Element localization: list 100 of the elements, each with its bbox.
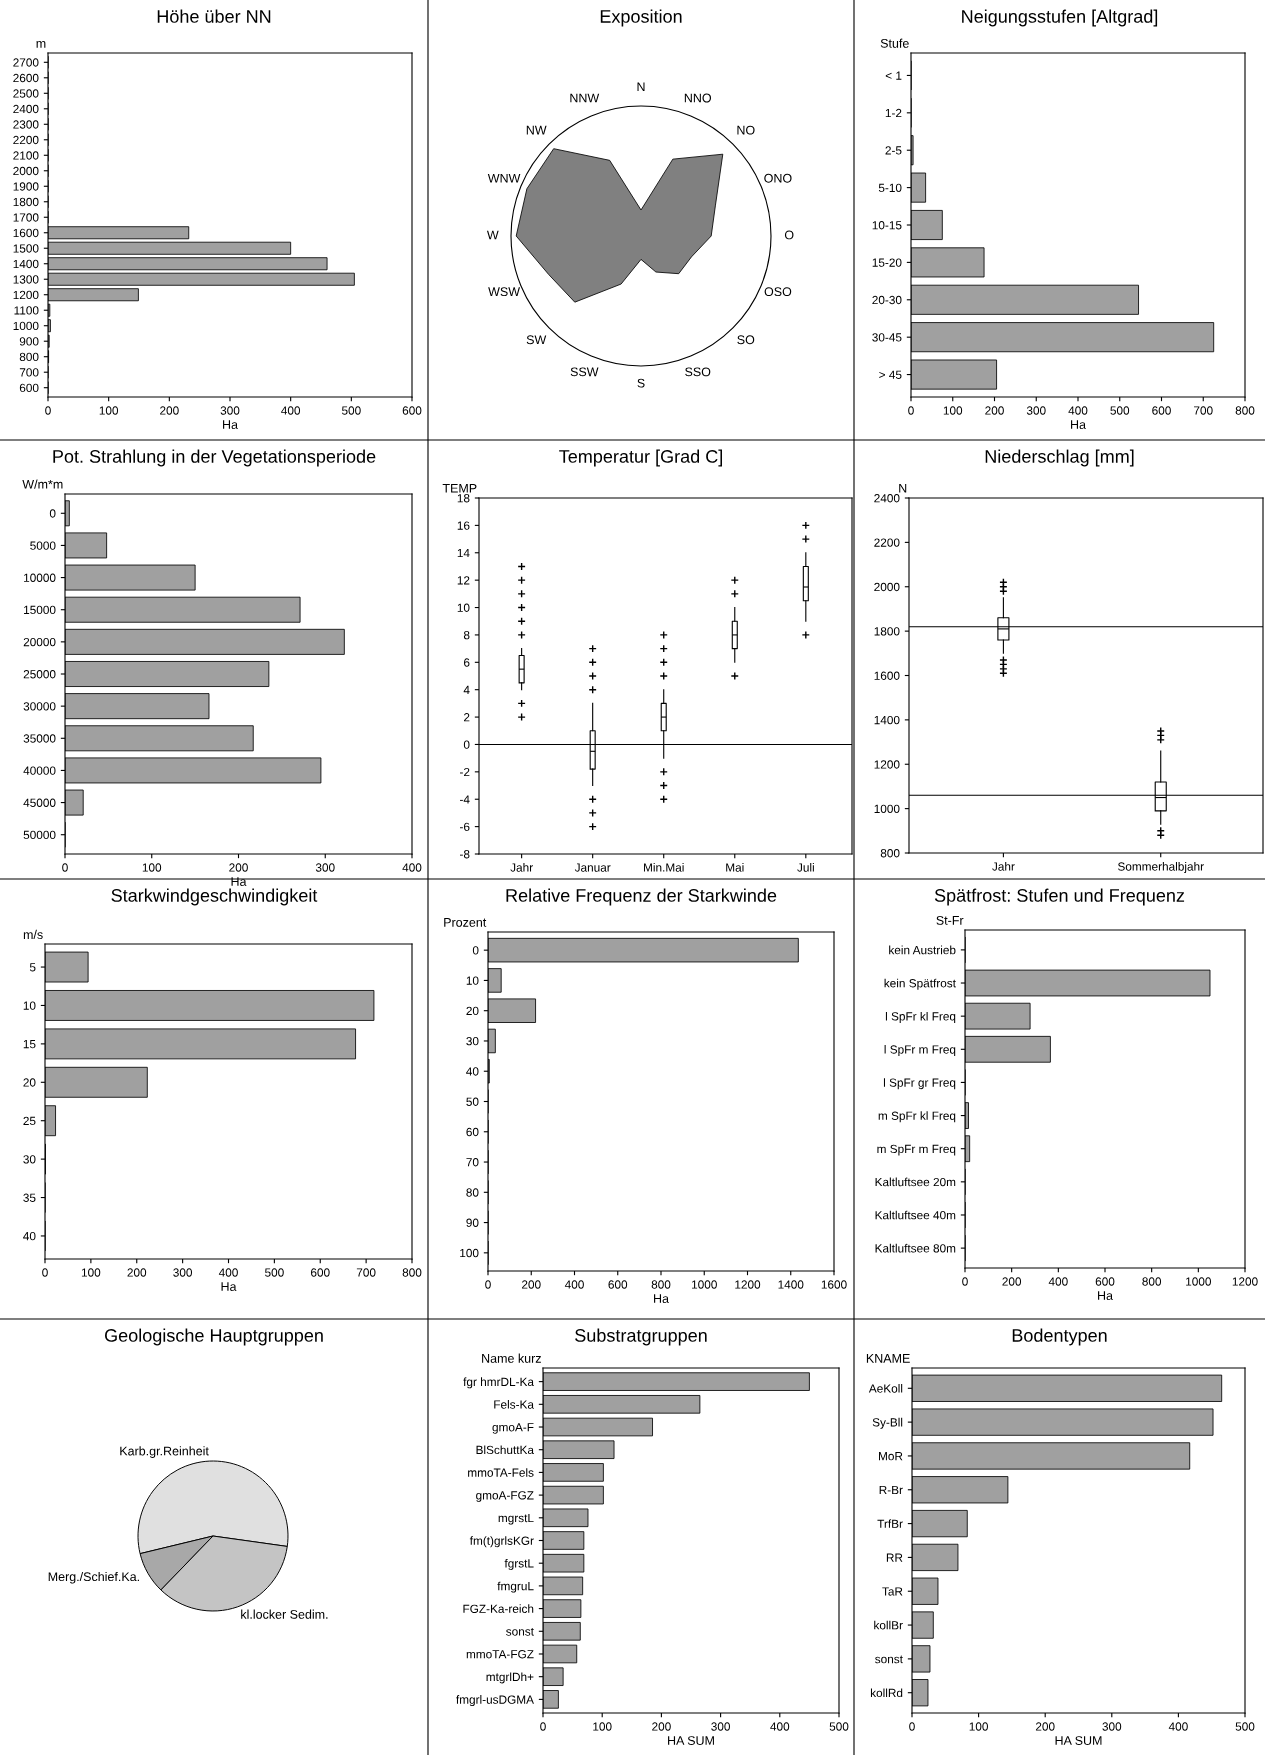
y-tick-label: 18 <box>457 494 470 503</box>
chart-title: Höhe über NN <box>157 9 271 23</box>
y-tick-label: 4 <box>463 685 470 694</box>
spoke-label: WSW <box>488 287 520 297</box>
x-tick-label: Juli <box>797 863 814 872</box>
x-tick-label: 600 <box>1095 1277 1115 1286</box>
x-tick-label: 400 <box>1048 1277 1068 1286</box>
y-tick-label: 5000 <box>30 541 56 550</box>
y-tick-label: 1500 <box>13 244 39 253</box>
x-tick-label: 500 <box>1110 406 1130 415</box>
y-tick-label: 25000 <box>23 670 56 679</box>
y-tick-label: 30 <box>466 1037 479 1046</box>
y-tick-label: 1000 <box>874 804 900 814</box>
y-tick-label: 1600 <box>874 671 900 680</box>
y-tick-label: 20000 <box>23 637 56 647</box>
x-tick-label: 0 <box>540 1722 546 1731</box>
y-tick-label: 5-10 <box>878 183 902 192</box>
y-tick-label: 800 <box>19 352 39 362</box>
y-tick-label: fgr hmrDL-Ka <box>463 1377 534 1389</box>
x-tick-label: 300 <box>1102 1722 1122 1731</box>
y-tick-label: m SpFr m Freq <box>877 1144 956 1156</box>
chart-title: Exposition <box>600 9 682 27</box>
x-axis-title: Ha <box>231 877 247 886</box>
spoke-label: O <box>784 230 794 240</box>
y-tick-label: 2300 <box>13 120 39 129</box>
chart-title: Geologische Hauptgruppen <box>105 1328 323 1346</box>
y-tick-label: 1200 <box>13 290 39 300</box>
y-tick-label: 0 <box>472 946 479 955</box>
y-tick-label: 12 <box>457 576 470 585</box>
y-tick-label: 1000 <box>13 321 39 331</box>
x-axis-title: Ha <box>223 420 238 429</box>
spoke-label: SSO <box>685 367 711 377</box>
y-tick-label: 40 <box>466 1067 479 1076</box>
x-tick-label: Jahr <box>510 863 533 872</box>
x-tick-label: 600 <box>402 406 422 415</box>
y-tick-label: 20-30 <box>872 295 902 305</box>
y-tick-label: sonst <box>875 1655 903 1664</box>
y-tick-label: Fels-Ka <box>494 1400 534 1409</box>
x-tick-label: 200 <box>1035 1722 1055 1731</box>
y-tick-label: 2400 <box>13 104 39 114</box>
x-tick-label: 100 <box>142 863 162 872</box>
y-tick-label: 1600 <box>13 228 39 238</box>
y-tick-label: BlSchuttKa <box>476 1445 534 1455</box>
x-tick-label: 500 <box>1235 1722 1255 1731</box>
y-tick-label: 50000 <box>23 830 56 840</box>
y-tick-label: 8 <box>463 630 470 640</box>
y-tick-label: 10 <box>23 1001 36 1010</box>
y-tick-label: 10-15 <box>872 221 902 230</box>
y-tick-label: fgrstL <box>504 1558 534 1570</box>
y-tick-label: kein Spätfrost <box>884 978 956 990</box>
x-axis-title: Ha <box>221 1282 237 1291</box>
chart-title: Starkwindgeschwindigkeit <box>111 888 318 906</box>
y-tick-label: 70 <box>466 1158 479 1167</box>
y-tick-label: -8 <box>460 850 470 859</box>
y-tick-label: 2200 <box>874 538 900 547</box>
y-axis-title: N <box>899 483 907 493</box>
y-tick-label: Kaltluftsee 20m <box>875 1177 956 1187</box>
x-tick-label: 700 <box>356 1268 376 1277</box>
slice-label: kl.locker Sedim. <box>241 1609 328 1619</box>
y-tick-label: RR <box>886 1553 903 1562</box>
x-tick-label: 100 <box>943 406 963 415</box>
y-tick-label: 2000 <box>13 166 39 176</box>
x-tick-label: 1200 <box>735 1280 761 1289</box>
x-tick-label: 400 <box>770 1722 790 1731</box>
y-tick-label: 1700 <box>13 213 39 222</box>
y-tick-label: 2400 <box>874 494 900 503</box>
y-tick-label: 2 <box>464 713 470 722</box>
y-tick-label: 80 <box>466 1188 479 1197</box>
spoke-label: SO <box>737 335 755 345</box>
y-tick-label: 1900 <box>13 182 39 191</box>
x-tick-label: 200 <box>522 1280 541 1289</box>
x-tick-label: 600 <box>608 1280 628 1289</box>
x-tick-label: 800 <box>651 1280 671 1289</box>
x-tick-label: 300 <box>315 863 335 872</box>
y-tick-label: 45000 <box>23 798 56 807</box>
y-tick-label: sonst <box>506 1627 534 1636</box>
y-tick-label: 700 <box>19 368 39 377</box>
x-tick-label: Januar <box>574 863 611 872</box>
y-tick-label: Kaltluftsee 80m <box>875 1243 956 1253</box>
y-axis-title: W/m*m <box>22 479 63 489</box>
y-tick-label: 40 <box>23 1231 36 1241</box>
x-tick-label: 600 <box>1152 406 1171 415</box>
x-tick-label: 400 <box>218 1268 238 1277</box>
x-tick-label: Mai <box>726 863 744 872</box>
y-tick-label: 40000 <box>23 766 56 775</box>
y-tick-label: 1800 <box>13 197 39 207</box>
y-tick-label: R-Br <box>879 1485 903 1495</box>
spoke-label: NNW <box>570 93 600 103</box>
y-tick-label: gmoA-FGZ <box>476 1491 534 1502</box>
x-tick-label: 100 <box>99 406 119 415</box>
y-tick-label: l SpFr kl Freq <box>885 1011 956 1023</box>
x-tick-label: 200 <box>160 406 179 415</box>
y-axis-title: m <box>36 40 46 48</box>
spoke-label: OSO <box>764 287 792 297</box>
x-tick-label: Jahr <box>992 862 1015 871</box>
x-tick-label: 0 <box>62 863 68 872</box>
chart-title: Substratgruppen <box>575 1328 707 1346</box>
y-tick-label: 2700 <box>13 58 39 67</box>
y-tick-label: -2 <box>460 767 470 777</box>
y-tick-label: 1100 <box>14 306 39 315</box>
